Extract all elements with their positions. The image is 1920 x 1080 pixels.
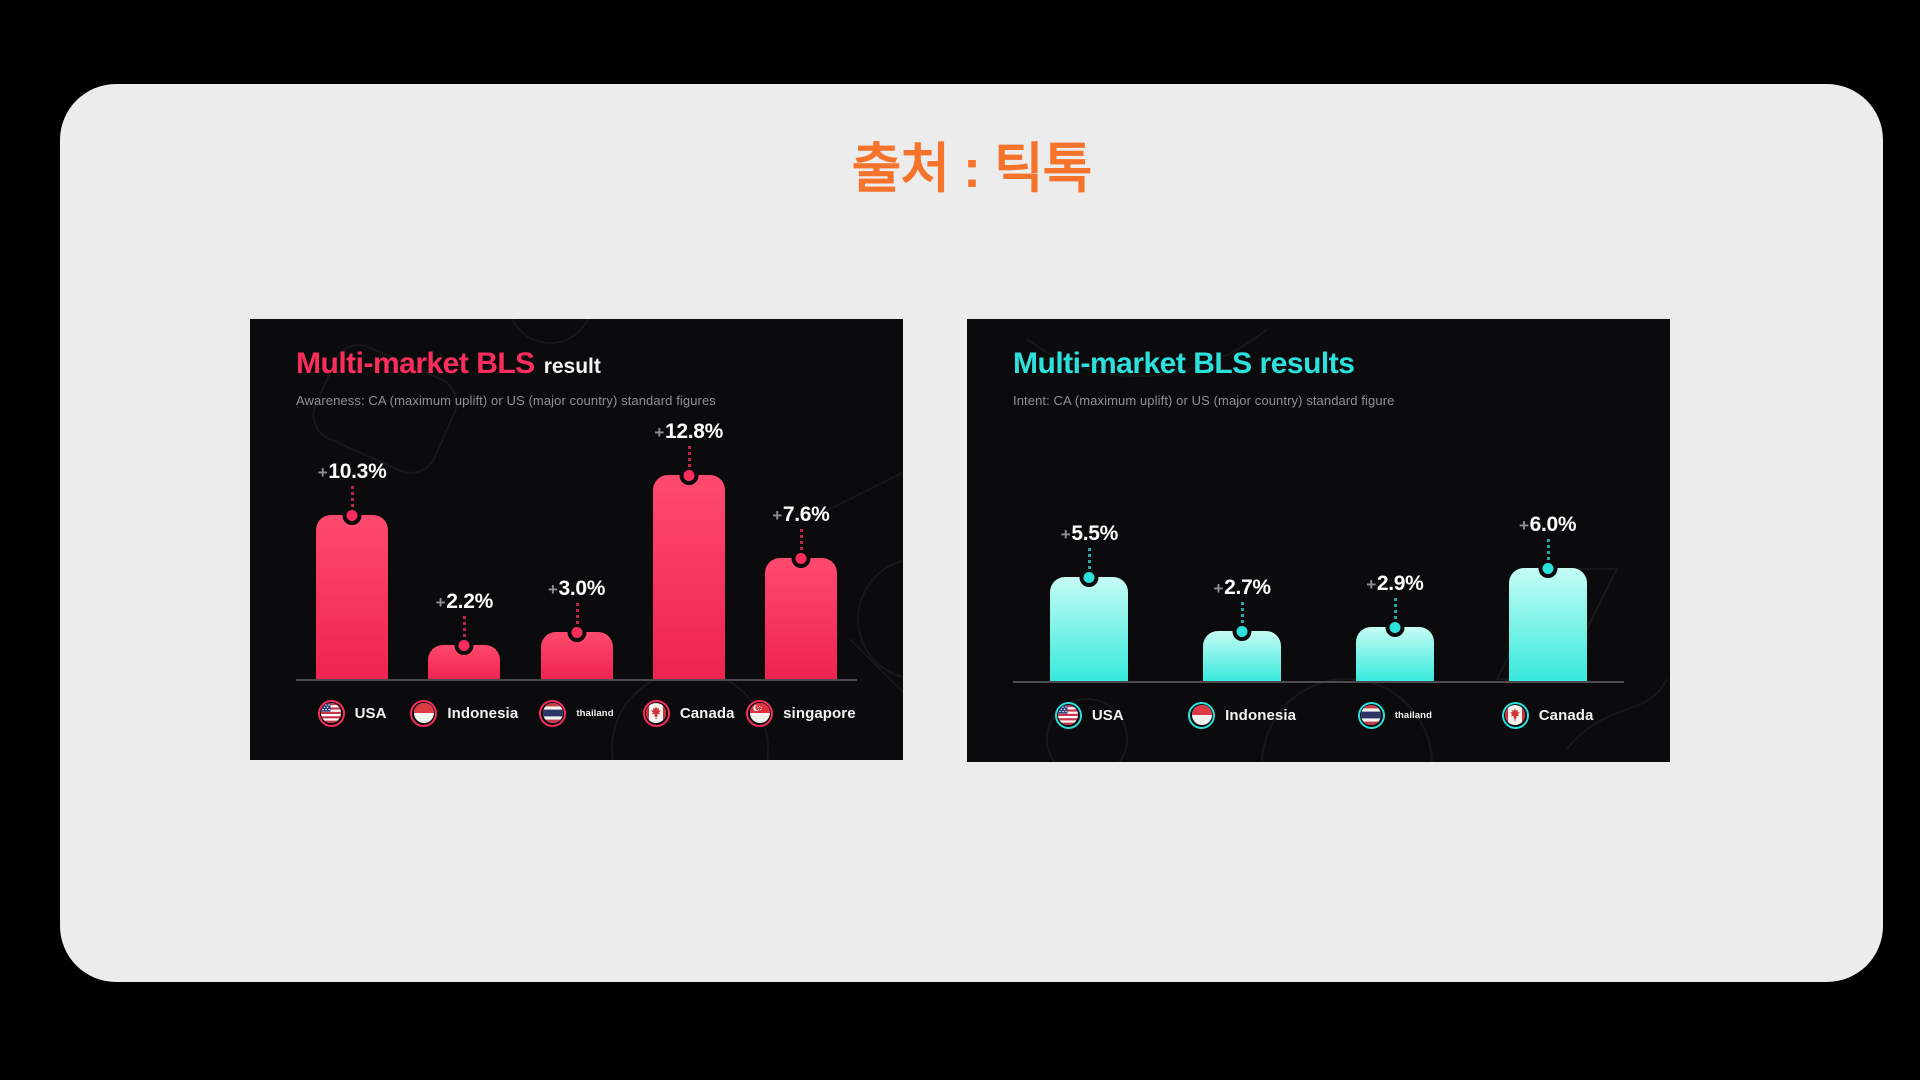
chart-title: Multi-market BLS result xyxy=(296,347,863,381)
bar xyxy=(1050,577,1129,682)
thailand-flag-icon xyxy=(1357,701,1385,729)
chart-title: Multi-market BLS results xyxy=(1013,347,1630,381)
bar-column-thailand: +3.0% xyxy=(520,390,632,680)
category-item-usa: USA xyxy=(1013,698,1166,732)
category-label: Indonesia xyxy=(447,704,519,722)
category-label: thailand xyxy=(576,707,614,719)
category-label: USA xyxy=(1091,706,1124,724)
bar-value-label: +2.2% xyxy=(435,590,494,613)
indonesia-flag-icon xyxy=(1188,701,1216,729)
bar-dotted-connector xyxy=(575,603,579,624)
usa-flag-icon xyxy=(1054,701,1082,729)
bar-pin-dot xyxy=(1232,622,1252,641)
category-item-canada: Canada xyxy=(633,696,745,730)
page-title: 출처 : 틱톡 xyxy=(851,139,1093,199)
bar-plot: +5.5% +2.7% +2.9% +6.0% xyxy=(1013,392,1624,682)
bar-pin-dot xyxy=(567,623,586,642)
bar xyxy=(1508,568,1587,682)
bar-pin-dot xyxy=(1385,618,1405,637)
bar-column-indonesia: +2.7% xyxy=(1166,392,1319,682)
bar-dotted-connector xyxy=(351,486,355,507)
bar-pin-dot xyxy=(679,466,699,485)
singapore-flag-icon xyxy=(746,699,774,727)
bar-dotted-connector xyxy=(687,446,691,467)
bar-value-label: +5.5% xyxy=(1060,522,1119,545)
chart-header: Multi-market BLS results Intent: CA (max… xyxy=(1013,347,1630,408)
category-label: USA xyxy=(354,704,387,722)
bar-dotted-connector xyxy=(799,529,803,550)
bar-column-canada: +12.8% xyxy=(633,390,745,680)
bar-value-label: +10.3% xyxy=(317,460,387,483)
category-item-indonesia: Indonesia xyxy=(408,696,520,730)
bar-pin-dot xyxy=(342,506,362,525)
x-axis-line xyxy=(296,679,857,681)
bar-pin-dot xyxy=(454,636,474,655)
category-label: thailand xyxy=(1394,709,1432,721)
chart-title-main: Multi-market BLS results xyxy=(1013,347,1355,380)
bar-column-thailand: +2.9% xyxy=(1319,392,1472,682)
category-labels-row: USA Indonesia thailand Canada xyxy=(1013,698,1624,732)
category-item-thailand: thailand xyxy=(520,696,632,730)
usa-flag-icon xyxy=(317,699,345,727)
chart-title-main: Multi-market BLS xyxy=(296,347,535,380)
category-labels-row: USA Indonesia thailand Canada singapore xyxy=(296,696,857,730)
bar-column-usa: +10.3% xyxy=(296,390,408,680)
canada-flag-icon xyxy=(1501,701,1529,729)
bar-value-label: +3.0% xyxy=(547,577,606,600)
awareness-chart-panel: Multi-market BLS result Awareness: CA (ma… xyxy=(250,319,903,760)
bar-value-label: +2.9% xyxy=(1366,572,1424,595)
indonesia-flag-icon xyxy=(410,699,438,727)
bar-column-indonesia: +2.2% xyxy=(408,390,520,680)
bar-pin-dot xyxy=(1538,559,1558,578)
bar-pin-dot xyxy=(1079,568,1099,587)
bar-pin-dot xyxy=(791,549,811,568)
bar xyxy=(764,558,837,680)
canada-flag-icon xyxy=(642,699,670,727)
category-item-indonesia: Indonesia xyxy=(1166,698,1319,732)
chart-title-suffix: result xyxy=(543,355,601,378)
bar-value-label: +6.0% xyxy=(1518,513,1577,536)
intent-chart-panel: Multi-market BLS results Intent: CA (max… xyxy=(967,319,1670,762)
chart-subtitle: Awareness: CA (maximum uplift) or US (ma… xyxy=(296,393,716,408)
x-axis-line xyxy=(1013,681,1624,683)
category-item-thailand: thailand xyxy=(1319,698,1472,732)
bar-column-usa: +5.5% xyxy=(1013,392,1166,682)
bar xyxy=(316,515,389,680)
category-item-canada: Canada xyxy=(1471,698,1624,732)
bar-dotted-connector xyxy=(463,616,467,637)
bar-dotted-connector xyxy=(1393,598,1397,619)
bar-column-singapore: +7.6% xyxy=(745,390,857,680)
chart-subtitle: Intent: CA (maximum uplift) or US (major… xyxy=(1013,393,1395,408)
bar-dotted-connector xyxy=(1241,602,1245,623)
bar-value-label: +7.6% xyxy=(772,503,830,526)
bar xyxy=(652,475,725,680)
bar-value-label: +2.7% xyxy=(1213,576,1271,599)
chart-header: Multi-market BLS result Awareness: CA (ma… xyxy=(296,347,863,408)
category-label: Canada xyxy=(679,704,735,722)
thailand-flag-icon xyxy=(539,699,567,727)
category-item-singapore: singapore xyxy=(745,696,857,730)
category-label: singapore xyxy=(783,704,856,722)
bar-plot: +10.3% +2.2% +3.0% +12.8% +7.6% xyxy=(296,390,857,680)
bar-dotted-connector xyxy=(1088,548,1092,569)
category-label: Canada xyxy=(1538,706,1594,724)
bar-column-canada: +6.0% xyxy=(1471,392,1624,682)
bar-dotted-connector xyxy=(1546,539,1550,560)
category-label: Indonesia xyxy=(1225,706,1297,724)
content-card: 출처 : 틱톡 Multi-market BLS result Awareness… xyxy=(60,84,1883,982)
bar-value-label: +12.8% xyxy=(654,420,724,443)
category-item-usa: USA xyxy=(296,696,408,730)
